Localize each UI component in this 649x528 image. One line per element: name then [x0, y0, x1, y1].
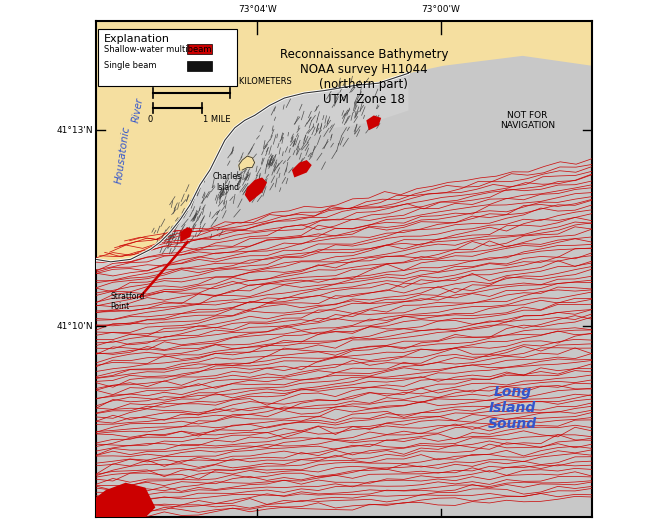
- Text: 73°04'W: 73°04'W: [238, 5, 276, 14]
- Text: Long
Island
Sound: Long Island Sound: [488, 385, 537, 431]
- Polygon shape: [96, 73, 408, 277]
- Text: Stratford
Point: Stratford Point: [111, 292, 145, 311]
- Text: Housatonic: Housatonic: [114, 126, 132, 185]
- Bar: [187, 61, 212, 71]
- Polygon shape: [292, 160, 312, 177]
- Polygon shape: [245, 177, 267, 202]
- Text: River: River: [131, 97, 145, 124]
- Text: Reconnaissance Bathymetry
NOAA survey H11044
(northern part)
UTM  Zone 18: Reconnaissance Bathymetry NOAA survey H1…: [280, 49, 448, 107]
- Text: 41°13'N: 41°13'N: [56, 126, 93, 135]
- Bar: [187, 44, 212, 54]
- Text: 0: 0: [148, 77, 153, 86]
- Text: 41°10'N: 41°10'N: [56, 322, 93, 331]
- Polygon shape: [239, 156, 254, 170]
- Text: Shallow-water multibeam: Shallow-water multibeam: [104, 45, 212, 54]
- Text: Charles
Island: Charles Island: [213, 173, 242, 192]
- Text: 73°00'W: 73°00'W: [421, 5, 460, 14]
- Text: Single beam: Single beam: [104, 61, 157, 70]
- Text: NOT FOR
NAVIGATION: NOT FOR NAVIGATION: [500, 111, 555, 130]
- Polygon shape: [366, 116, 381, 130]
- Polygon shape: [96, 483, 155, 517]
- Polygon shape: [96, 21, 200, 262]
- Polygon shape: [96, 21, 592, 517]
- Text: 0: 0: [148, 116, 153, 125]
- Text: Explanation: Explanation: [104, 34, 170, 43]
- Text: 1 MILE: 1 MILE: [202, 116, 230, 125]
- Text: 2 KILOMETERS: 2 KILOMETERS: [231, 77, 291, 86]
- Polygon shape: [180, 227, 193, 242]
- Bar: [98, 29, 238, 86]
